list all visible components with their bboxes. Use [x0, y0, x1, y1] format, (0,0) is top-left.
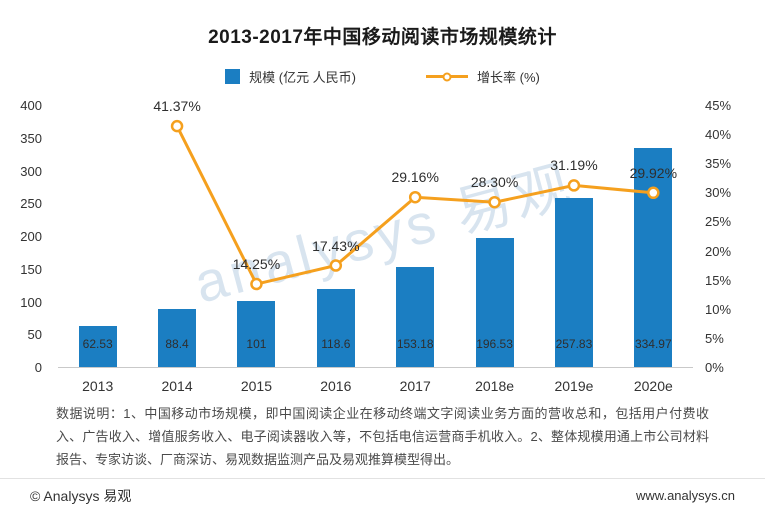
legend-label-scale: 规模 (亿元 人民币) [249, 70, 357, 85]
footer: © Analysys 易观 www.analysys.cn [0, 478, 765, 512]
left-axis: 0 50 100 150 200 250 300 350 400 [0, 98, 52, 375]
x-axis-label-2016: 2016 [320, 378, 352, 394]
bar-series-swatch [225, 69, 241, 84]
left-axis-tick: 300 [20, 163, 42, 179]
right-axis-tick: 5% [705, 330, 724, 346]
bar-value-label: 118.6 [321, 337, 351, 351]
legend-item-growth: 增长率 (%) [426, 67, 540, 86]
growth-value-label: 31.19% [550, 157, 598, 174]
left-axis-tick: 150 [20, 261, 42, 277]
growth-value-label: 17.43% [312, 237, 360, 254]
growth-line-svg [170, 119, 660, 291]
growth-point-icon [408, 190, 422, 204]
growth-point-icon [488, 195, 501, 209]
left-axis-tick: 400 [20, 98, 42, 113]
bar-2015 [237, 300, 276, 367]
x-axis-label-2019e: 2019e [554, 378, 594, 394]
x-axis-label-2015: 2015 [240, 378, 273, 394]
bar-value-label: 88.4 [165, 337, 189, 351]
bar-value-label: 62.53 [82, 337, 113, 351]
left-axis-tick: 100 [20, 294, 42, 310]
right-axis-tick: 25% [705, 214, 732, 230]
chart: analysys 易观 0 50 100 150 200 250 300 350 400 62.… [0, 95, 765, 395]
right-axis-tick: 0% [705, 360, 724, 375]
bar-2013 [78, 326, 117, 367]
x-axis-label-2013: 2013 [82, 378, 114, 394]
x-axis: 2013 2014 2015 2016 2017 2018e 2019e 2020e [58, 378, 693, 394]
data-note: 数据说明：1、中国移动市场规模，即中国阅读企业在移动终端文字阅读业务方面的营收总… [56, 406, 709, 467]
chart-title: 2013-2017年中国移动阅读市场规模统计 [208, 27, 557, 48]
growth-point-icon [250, 277, 263, 291]
bar-2016 [316, 289, 355, 367]
footer-url[interactable]: www.analysys.cn [636, 488, 735, 503]
right-axis-tick: 30% [705, 185, 732, 201]
legend: 规模 (亿元 人民币) 增长率 (%) [0, 67, 765, 86]
growth-value-label: 29.16% [391, 169, 439, 186]
growth-value-label: 14.25% [232, 256, 281, 273]
bar-value-label: 334.97 [634, 337, 672, 351]
bar-value-label: 257.83 [555, 337, 593, 351]
plot-area: 62.53 88.4 101 118.6 153.18 196.53 257.83 334.9… [58, 98, 693, 368]
right-axis-tick: 40% [705, 127, 732, 143]
line-series-swatch [426, 72, 469, 81]
growth-point-icon [647, 186, 660, 200]
right-axis-tick: 45% [705, 98, 732, 113]
bar-value-label: 101 [246, 337, 267, 351]
left-axis-tick: 200 [20, 229, 42, 244]
x-axis-label-2017: 2017 [399, 378, 431, 394]
bar-2014 [158, 309, 197, 367]
left-axis-tick: 0 [34, 360, 42, 375]
legend-label-growth: 增长率 (%) [477, 70, 540, 85]
x-axis-label-2020e: 2020e [633, 378, 673, 394]
bar-2018e [475, 238, 514, 367]
growth-point-icon [170, 119, 184, 133]
x-axis-label-2014: 2014 [161, 378, 193, 394]
right-axis-tick: 15% [705, 272, 732, 288]
growth-point-icon [329, 259, 343, 272]
legend-item-scale: 规模 (亿元 人民币) [225, 67, 356, 86]
growth-point-icon [567, 179, 581, 192]
left-axis-tick: 350 [20, 130, 42, 146]
left-axis-tick: 250 [20, 196, 42, 212]
bar-value-label: 153.18 [396, 337, 434, 351]
growth-value-label: 41.37% [153, 98, 201, 115]
bar-2019e [554, 198, 593, 367]
bar-value-label: 196.53 [476, 337, 513, 351]
left-axis-tick: 50 [27, 327, 42, 343]
right-axis-tick: 10% [705, 301, 732, 317]
growth-value-label: 29.92% [629, 164, 678, 181]
right-axis-tick: 20% [705, 243, 732, 259]
x-axis-label-2018e: 2018e [475, 378, 515, 394]
bar-2020e [634, 147, 673, 367]
right-axis-tick: 35% [705, 156, 732, 172]
line-marker-icon [442, 72, 452, 81]
footer-brand: © Analysys 易观 [30, 487, 132, 504]
bar-2017 [396, 266, 435, 367]
right-axis: 0% 5% 10% 15% 20% 25% 30% 35% 40% 45% [699, 98, 763, 375]
growth-value-label: 28.30% [470, 174, 519, 191]
